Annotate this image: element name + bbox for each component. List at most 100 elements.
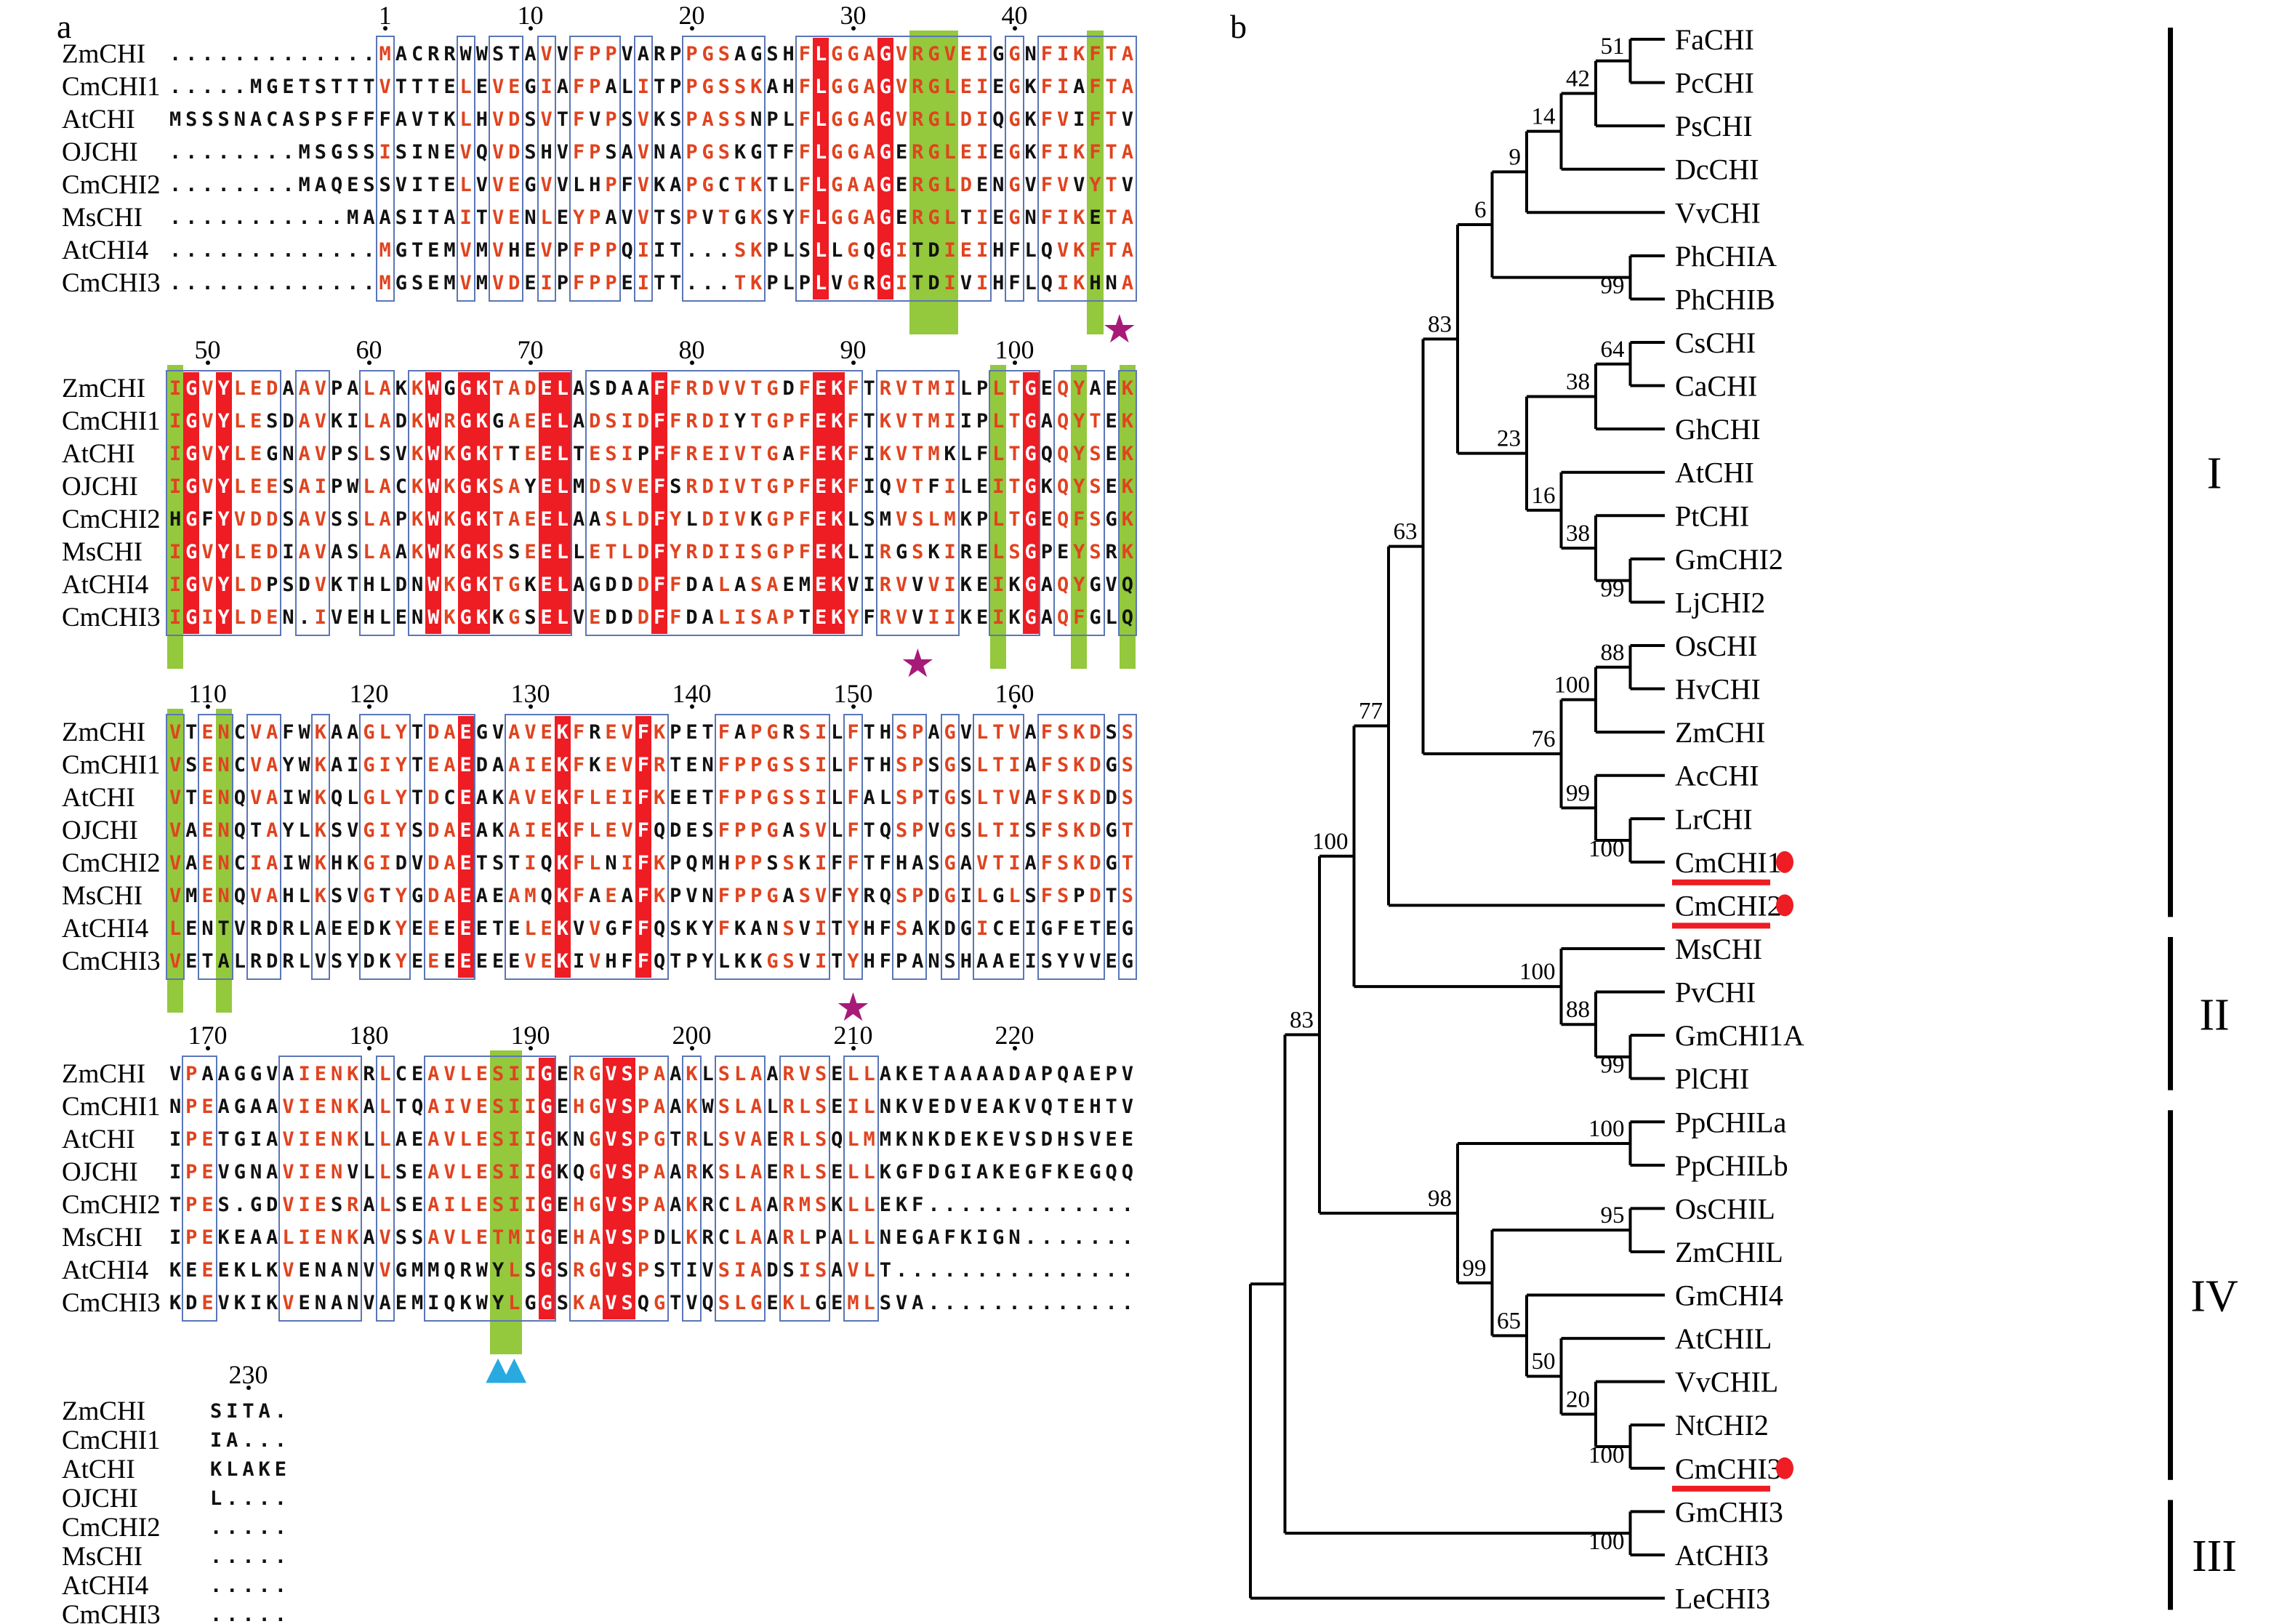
residue-cell: G: [702, 141, 714, 164]
residue-cell: F: [651, 405, 668, 438]
residue-cell: .: [201, 76, 214, 98]
residue-cell: V: [603, 1287, 619, 1319]
residue-cell: G: [653, 1292, 666, 1314]
residue-cell: R: [912, 206, 924, 229]
residue-cell: L: [379, 574, 391, 596]
residue-cell: Y: [215, 372, 232, 405]
residue-cell: F: [879, 950, 892, 973]
residue-cell: L: [944, 141, 956, 164]
residue-cell: K: [895, 1063, 908, 1085]
residue-cell: L: [209, 1487, 222, 1510]
residue-cell: K: [556, 1128, 569, 1151]
residue-cell: F: [1073, 508, 1085, 531]
residue-cell: L: [233, 377, 246, 400]
residue-cell: N: [217, 787, 230, 809]
residue-cell: L: [554, 372, 571, 405]
residue-cell: A: [992, 1096, 1005, 1118]
residue-cell: V: [895, 475, 908, 498]
residue-cell: L: [960, 475, 973, 498]
residue-cell: I: [1073, 108, 1085, 131]
residue-cell: P: [782, 508, 795, 531]
residue-cell: M: [944, 508, 956, 531]
residue-cell: A: [508, 885, 521, 907]
residue-cell: E: [508, 950, 521, 973]
residue-cell: V: [702, 1259, 714, 1282]
residue-cell: E: [443, 76, 456, 98]
residue-cell: A: [508, 787, 521, 809]
residue-cell: S: [912, 508, 924, 531]
conserved-column-highlight: [1071, 365, 1088, 669]
similarity-frame: [408, 370, 572, 636]
residue-cell: L: [459, 1226, 472, 1249]
residue-cell: E: [524, 272, 537, 294]
residue-cell: A: [330, 1259, 343, 1282]
residue-cell: D: [605, 377, 617, 400]
tree-leaf-label: NtCHI2: [1675, 1409, 1769, 1442]
residue-cell: A: [637, 377, 650, 400]
residue-cell: I: [169, 606, 182, 629]
residue-cell: I: [976, 43, 989, 65]
residue-cell: S: [750, 574, 763, 596]
residue-cell: P: [605, 43, 617, 65]
residue-cell: S: [491, 1128, 505, 1151]
residue-cell: K: [686, 917, 698, 940]
residue-cell: F: [1040, 206, 1053, 229]
residue-cell: L: [992, 508, 1005, 531]
residue-cell: G: [249, 1063, 262, 1085]
residue-cell: V: [895, 443, 908, 465]
residue-cell: I: [976, 917, 989, 940]
residue-cell: G: [877, 169, 893, 201]
residue-cell: M: [379, 239, 391, 262]
residue-cell: S: [282, 574, 294, 596]
residue-cell: P: [637, 1128, 650, 1151]
bootstrap-value: 23: [1497, 426, 1521, 452]
residue-cell: G: [524, 174, 537, 196]
residue-cell: K: [1008, 574, 1021, 596]
residue-cell: D: [637, 410, 650, 433]
tree-leaf-label: GmCHI1A: [1675, 1019, 1804, 1052]
residue-cell: L: [226, 1458, 238, 1481]
residue-cell: K: [169, 1259, 182, 1282]
residue-cell: A: [524, 43, 537, 65]
sequence-row-label: MsCHI: [62, 537, 143, 567]
residue-cell: E: [475, 76, 489, 98]
residue-cell: Y: [572, 206, 585, 229]
residue-cell: A: [508, 508, 521, 531]
residue-cell: A: [330, 754, 343, 776]
residue-cell: L: [766, 1096, 779, 1118]
residue-cell: G: [766, 410, 779, 433]
residue-cell: G: [766, 819, 779, 842]
residue-cell: A: [912, 852, 924, 875]
residue-cell: G: [457, 470, 474, 503]
residue-cell: F: [847, 754, 859, 776]
residue-cell: P: [637, 1063, 650, 1085]
residue-cell: N: [992, 174, 1005, 196]
bootstrap-value: 83: [1428, 311, 1452, 337]
residue-cell: A: [960, 852, 973, 875]
residue-cell: T: [766, 141, 779, 164]
residue-cell: I: [621, 852, 633, 875]
residue-cell: F: [670, 410, 682, 433]
residue-cell: L: [813, 103, 829, 136]
residue-cell: Q: [411, 1096, 424, 1118]
residue-cell: G: [944, 852, 956, 875]
similarity-frame: [1117, 370, 1137, 636]
similarity-frame: [246, 714, 282, 980]
residue-cell: L: [459, 108, 472, 131]
residue-cell: E: [540, 787, 553, 809]
residue-cell: D: [508, 272, 521, 294]
residue-cell: .: [274, 1545, 287, 1568]
residue-cell: R: [912, 141, 924, 164]
residue-cell: W: [425, 372, 442, 405]
residue-cell: L: [379, 787, 391, 809]
residue-cell: S: [1056, 852, 1069, 875]
residue-cell: M: [475, 272, 489, 294]
residue-cell: S: [395, 206, 408, 229]
residue-cell: V: [491, 174, 505, 196]
residue-cell: L: [621, 508, 633, 531]
residue-cell: K: [879, 1161, 892, 1183]
residue-cell: I: [1056, 272, 1069, 294]
residue-cell: H: [960, 950, 973, 973]
residue-cell: V: [895, 574, 908, 596]
residue-cell: R: [686, 475, 698, 498]
